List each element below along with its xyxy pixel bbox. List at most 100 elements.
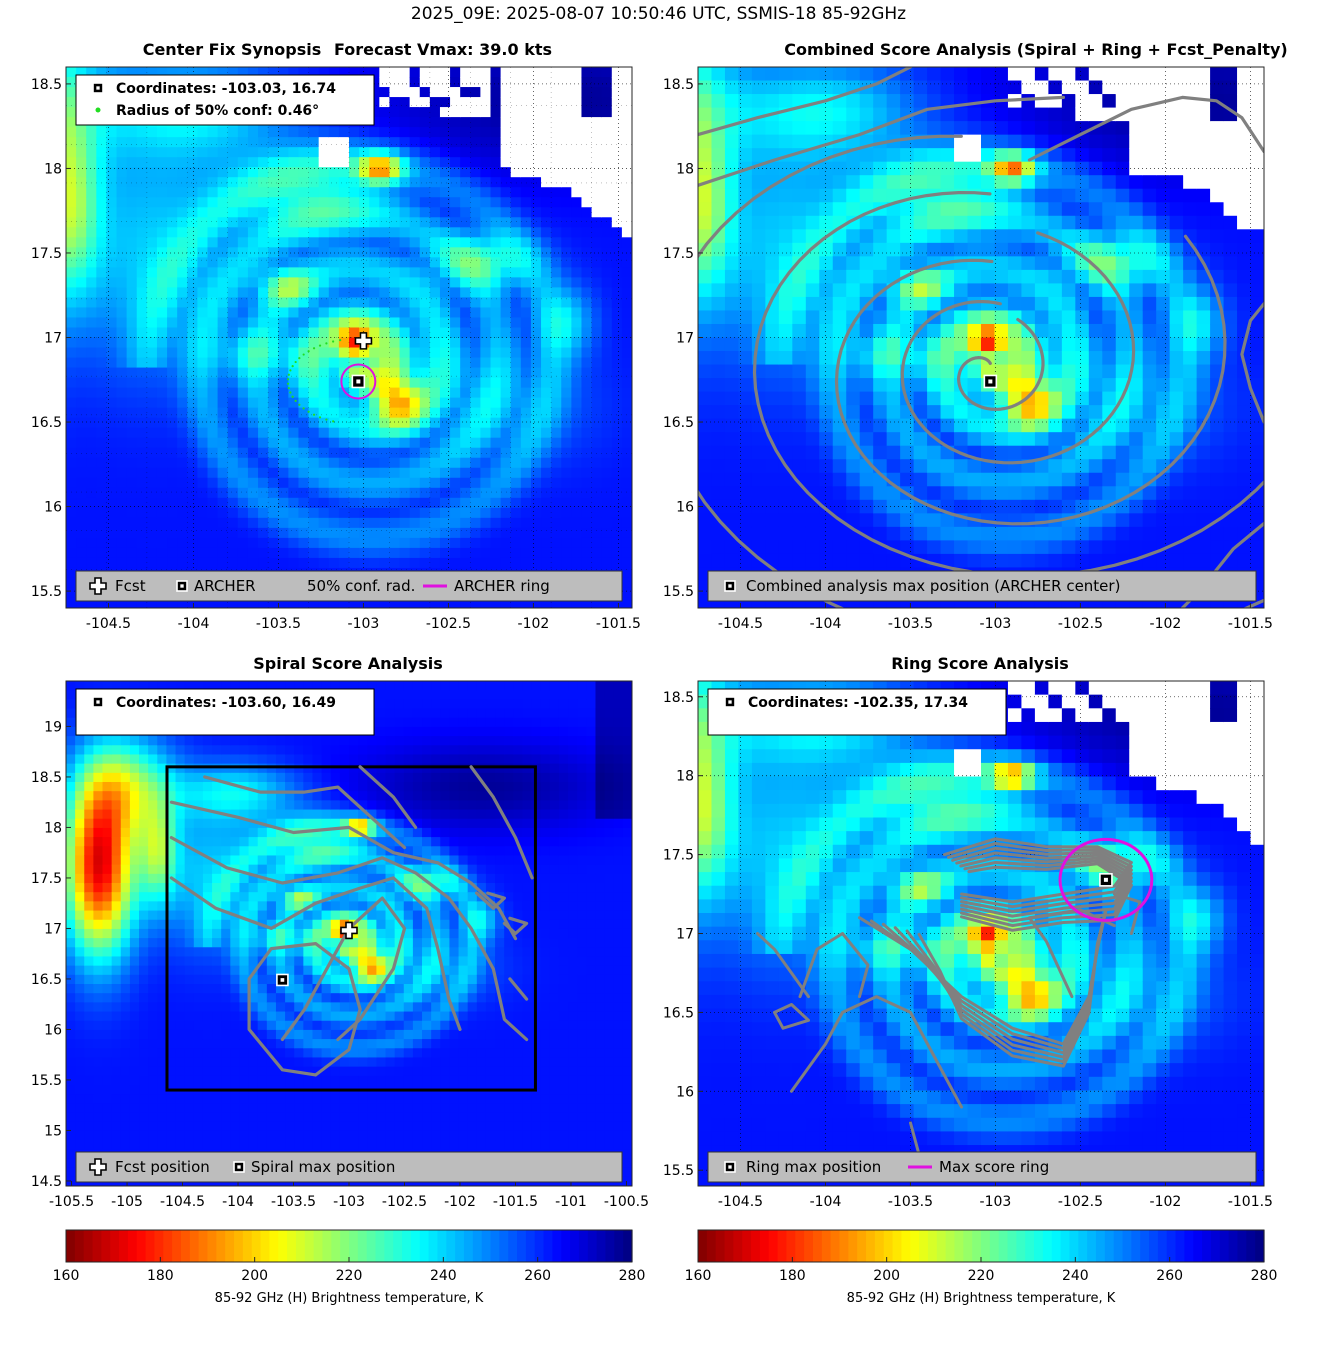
heat-cell [1156,405,1171,420]
heat-cell [913,202,928,217]
heat-cell [520,447,532,459]
heat-cell [873,67,888,82]
heat-cell [551,467,562,479]
heat-cell [846,337,861,352]
heat-cell [308,167,320,178]
heat-cell [359,307,370,319]
heat-cell [66,690,76,700]
heat-cell [1210,107,1225,122]
heat-cell [581,327,593,339]
confidence-dot [312,413,316,416]
heat-cell [268,447,279,459]
heat-cell [227,427,239,439]
heat-cell [328,257,340,268]
heat-cell [1088,67,1103,82]
heat-cell [298,67,310,78]
heat-cell [913,80,928,95]
heat-cell [197,237,209,248]
heat-cell [419,137,431,148]
heat-cell [439,207,451,218]
heat-cell [338,387,350,399]
heat-cell [490,547,502,559]
heat-cell [1075,80,1090,95]
heat-cell [258,507,269,519]
heat-cell [136,387,148,399]
heat-cell [470,417,481,429]
heat-cell [359,167,370,178]
heat-cell [379,187,391,198]
heat-cell [1102,175,1117,190]
heat-cell [126,207,138,218]
heat-cell [541,257,552,268]
heat-cell [698,269,713,285]
heat-cell [581,437,593,449]
heat-cell [106,67,118,78]
heat-cell [1183,459,1198,474]
heat-cell [1102,148,1117,163]
heat-cell [146,147,158,158]
heat-cell [611,97,623,108]
heat-cell [927,269,942,285]
heat-cell [207,187,219,198]
heat-cell [419,187,431,198]
heat-cell [859,418,874,433]
heat-cell [450,177,461,188]
heat-cell [1169,486,1184,501]
heat-cell [711,310,726,325]
heat-cell [207,357,219,369]
heat-cell [510,217,522,228]
heat-cell [318,167,330,178]
heat-cell [1007,269,1023,285]
heat-cell [1210,229,1225,244]
heat-cell [268,367,279,379]
heat-cell [409,427,421,439]
heat-cell [399,247,411,258]
heat-cell [530,77,542,88]
heat-cell [460,497,471,509]
heat-cell [778,364,793,379]
heat-cell [76,367,87,379]
heat-cell [1048,337,1063,352]
heat-cell [805,540,820,555]
heat-cell [1142,526,1157,541]
heat-cell [338,327,350,339]
heat-cell [227,277,239,289]
heat-cell [349,147,360,158]
heat-cell [1061,351,1076,366]
heat-cell [1007,472,1023,487]
heat-cell [146,137,158,148]
heat-cell [217,487,229,499]
heat-cell [278,377,289,389]
heat-cell [581,597,593,608]
heat-cell [859,94,874,109]
heat-cell [450,277,461,289]
heat-cell [207,147,219,158]
heat-cell [369,97,380,108]
heat-cell [288,367,300,379]
heat-cell [1156,499,1171,514]
heat-cell [429,517,441,529]
heat-cell [581,507,593,519]
heat-cell [581,177,593,188]
heat-cell [819,256,834,271]
heat-cell [967,134,982,149]
heat-cell [1210,432,1225,447]
heat-cell [724,94,740,109]
heat-cell [1129,175,1144,190]
heat-cell [268,597,279,608]
heat-cell [66,910,76,921]
heat-cell [268,377,279,389]
heat-cell [611,457,623,469]
heat-cell [338,277,350,289]
heat-cell [778,418,793,433]
heat-cell [106,407,118,419]
heat-cell [338,157,350,168]
heat-cell [197,557,209,569]
heat-cell [318,367,330,379]
heat-cell [551,197,562,208]
heat-cell [167,237,178,248]
heat-cell [601,307,613,319]
heat-cell [187,407,198,419]
heat-cell [510,597,522,608]
heat-cell [1196,499,1211,514]
